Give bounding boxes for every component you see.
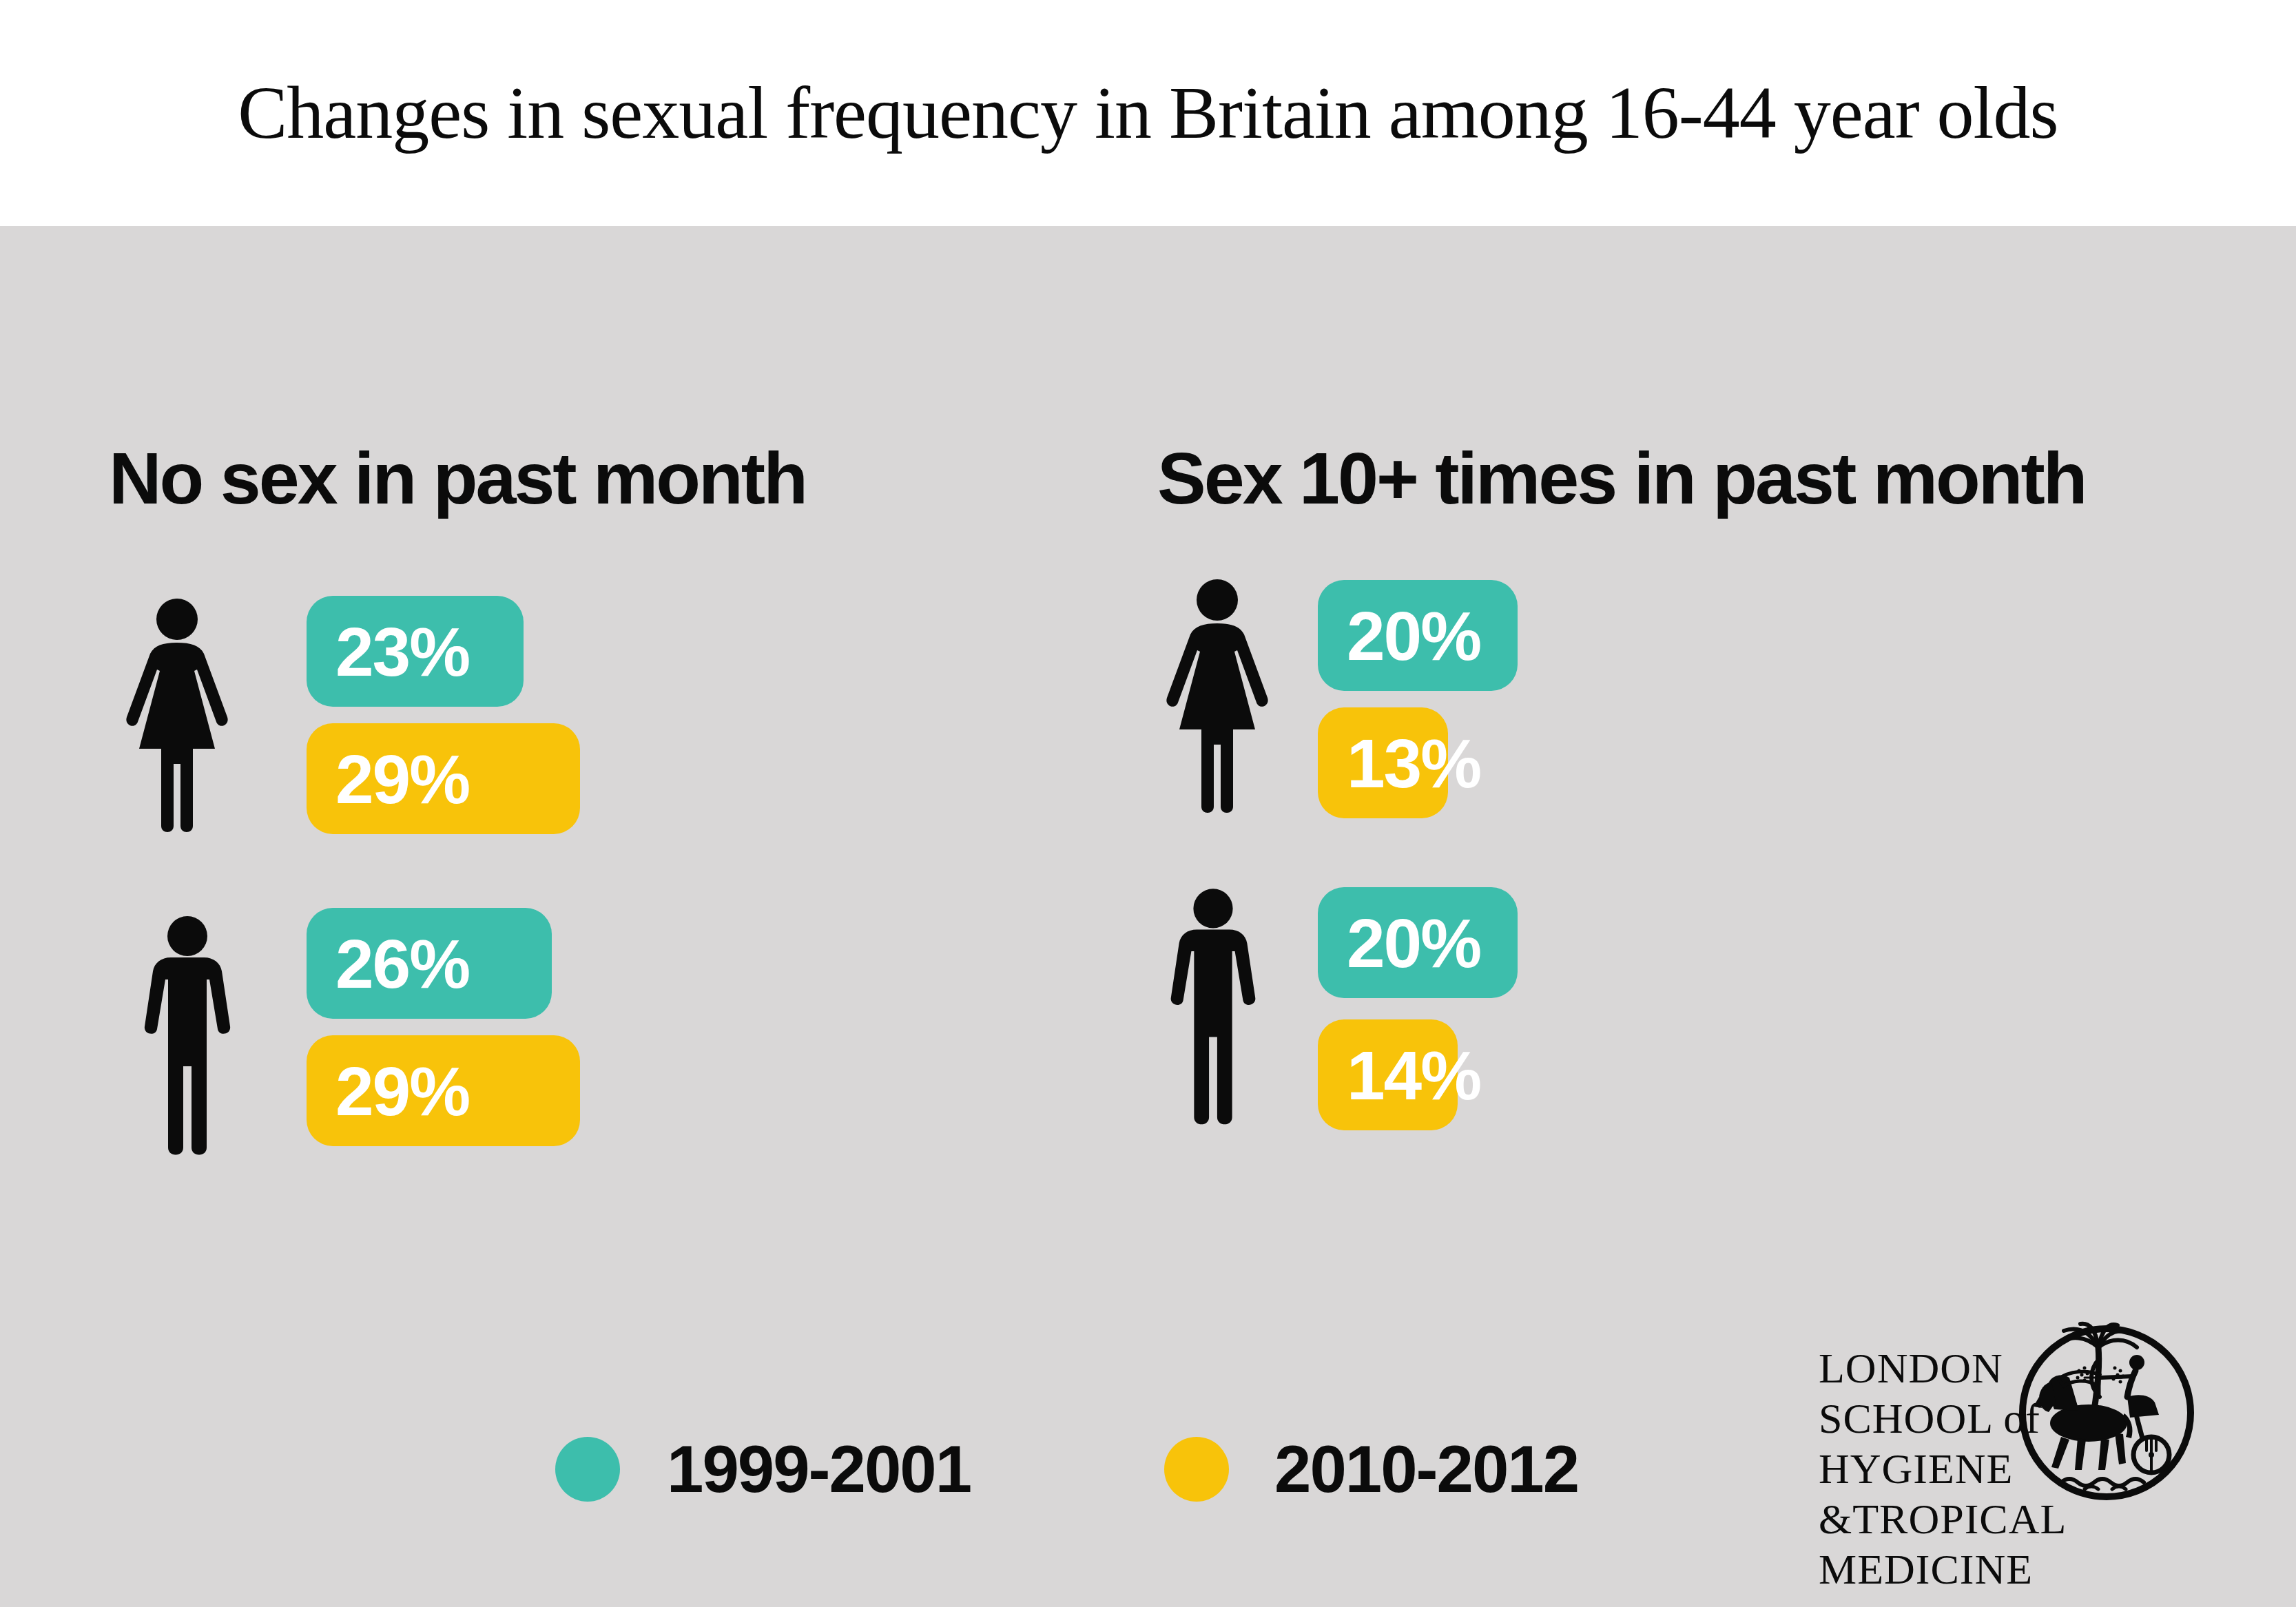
bar-value-label: 13% xyxy=(1318,729,1480,798)
legend-dot-2010-2012 xyxy=(1164,1437,1229,1502)
header-band: Changes in sexual frequency in Britain a… xyxy=(0,0,2296,226)
legend-label-1999-2001: 1999-2001 xyxy=(667,1437,971,1502)
section-heading-sex-10plus: Sex 10+ times in past month xyxy=(1157,437,2086,520)
man-icon xyxy=(1161,889,1265,1128)
bar-nosex-men-2010: 29% xyxy=(307,1035,580,1146)
bar-value-label: 26% xyxy=(307,929,469,998)
bar-value-label: 20% xyxy=(1318,909,1480,977)
lshtm-emblem xyxy=(2018,1320,2195,1506)
legend-dot-1999-2001 xyxy=(555,1437,620,1502)
bar-nosex-men-1999: 26% xyxy=(307,908,552,1019)
bar-nosex-women-2010: 29% xyxy=(307,723,580,834)
man-icon xyxy=(135,916,240,1159)
woman-icon xyxy=(1159,579,1276,821)
bar-10plus-women-1999: 20% xyxy=(1318,580,1518,691)
section-heading-no-sex: No sex in past month xyxy=(109,437,806,520)
bar-nosex-women-1999: 23% xyxy=(307,596,524,707)
bar-10plus-men-2010: 14% xyxy=(1318,1019,1458,1130)
logo-line: MEDICINE xyxy=(1819,1544,2067,1595)
bar-value-label: 14% xyxy=(1318,1041,1480,1110)
infographic-canvas: Changes in sexual frequency in Britain a… xyxy=(0,0,2296,1607)
page-title: Changes in sexual frequency in Britain a… xyxy=(238,70,2058,156)
archer-figure xyxy=(2085,1355,2144,1397)
bar-value-label: 20% xyxy=(1318,601,1480,670)
legend-label-2010-2012: 2010-2012 xyxy=(1274,1437,1578,1502)
bar-10plus-women-2010: 13% xyxy=(1318,707,1448,818)
bar-value-label: 29% xyxy=(307,745,469,813)
horse-icon xyxy=(2034,1371,2133,1470)
chariot xyxy=(2127,1395,2169,1473)
woman-icon xyxy=(118,599,236,840)
bar-value-label: 23% xyxy=(307,617,469,686)
bar-10plus-men-1999: 20% xyxy=(1318,887,1518,998)
bar-value-label: 29% xyxy=(307,1057,469,1126)
